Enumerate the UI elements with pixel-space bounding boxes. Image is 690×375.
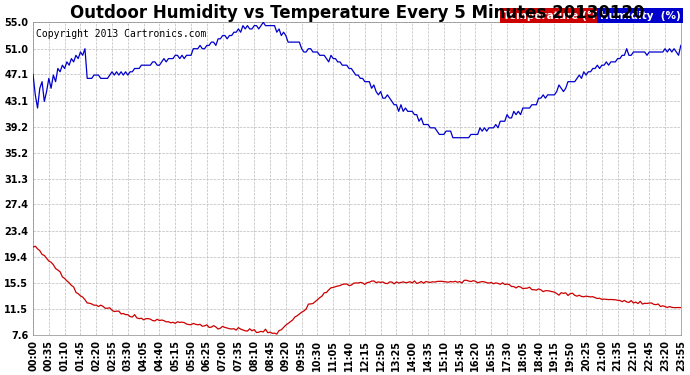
Text: Humidity  (%): Humidity (%) [600, 11, 680, 21]
Text: Temperature (°F): Temperature (°F) [503, 11, 604, 21]
Text: Copyright 2013 Cartronics.com: Copyright 2013 Cartronics.com [37, 28, 206, 39]
Title: Outdoor Humidity vs Temperature Every 5 Minutes 20130120: Outdoor Humidity vs Temperature Every 5 … [70, 4, 644, 22]
